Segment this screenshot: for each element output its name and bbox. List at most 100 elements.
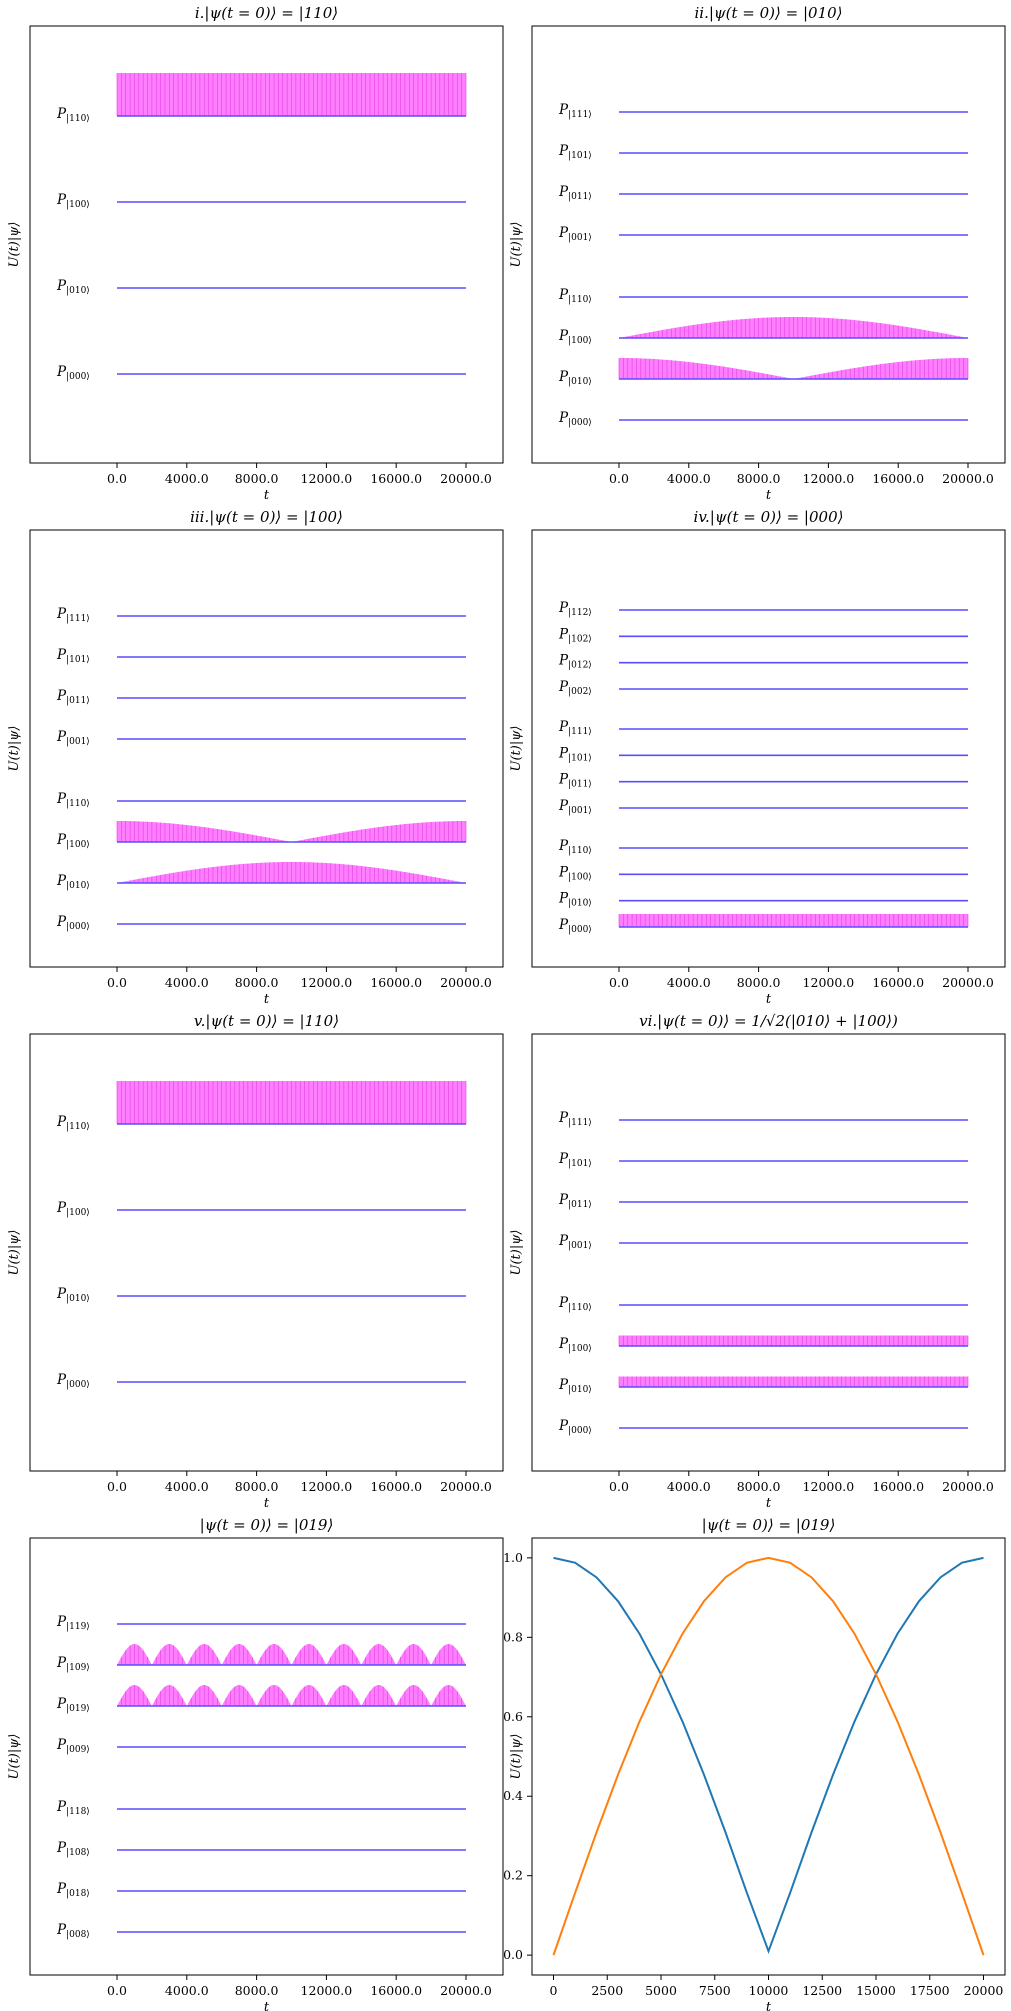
level-label-p: P: [56, 1372, 67, 1388]
level-label-p: P: [558, 891, 569, 907]
y-axis-label: U(t)|ψ⟩: [509, 222, 524, 268]
level-label-state: |102⟩: [568, 634, 592, 644]
level-label: P|109⟩: [56, 1655, 90, 1673]
x-tick-label: 8000.0: [737, 471, 781, 486]
level-label: P|101⟩: [558, 143, 592, 161]
population-stripes: [623, 317, 964, 338]
level-label: P|000⟩: [56, 1372, 90, 1390]
y-tick-label: 1.0: [503, 1550, 523, 1565]
population-stripes: [618, 358, 969, 379]
level-row: P|110⟩: [56, 1081, 467, 1132]
level-label-state: |100⟩: [66, 1208, 90, 1218]
level-label-p: P: [558, 745, 569, 761]
level-label: P|000⟩: [56, 914, 90, 932]
level-label-p: P: [558, 679, 569, 695]
level-label-state: |111⟩: [568, 1118, 592, 1128]
x-tick-label: 16000.0: [370, 1479, 422, 1494]
y-axis-label: U(t)|ψ⟩: [7, 222, 22, 268]
subplot-title: ii.|ψ(t = 0)⟩ = |010⟩: [694, 4, 842, 22]
level-label: P|000⟩: [558, 917, 592, 935]
level-label-state: |010⟩: [568, 1385, 592, 1395]
level-label-state: |101⟩: [66, 655, 90, 665]
level-row: P|000⟩: [558, 1418, 968, 1436]
level-label-p: P: [56, 1696, 67, 1712]
x-tick-label: 8000.0: [235, 1983, 279, 1998]
level-row: P|111⟩: [558, 1110, 968, 1128]
level-row: P|100⟩: [56, 1200, 466, 1218]
y-tick-label: 0.2: [503, 1868, 523, 1883]
level-label-state: |000⟩: [66, 922, 90, 932]
series-line-1: [553, 1556, 984, 1955]
level-label: P|110⟩: [56, 1114, 90, 1132]
x-tick-label: 12000.0: [301, 1983, 353, 1998]
level-label-p: P: [558, 369, 569, 385]
level-label-p: P: [56, 647, 67, 663]
population-stripes: [618, 1376, 969, 1387]
level-label: P|001⟩: [558, 225, 592, 243]
level-row: P|100⟩: [558, 864, 968, 882]
y-axis-label: U(t)|ψ⟩: [7, 726, 22, 772]
level-label: P|111⟩: [558, 719, 592, 737]
level-label-state: |012⟩: [568, 661, 592, 671]
level-label: P|010⟩: [558, 369, 592, 387]
y-axis-label: U(t)|ψ⟩: [7, 1230, 22, 1276]
level-label: P|100⟩: [56, 192, 90, 210]
level-label-state: |011⟩: [66, 696, 90, 706]
level-row: P|000⟩: [558, 410, 968, 428]
level-label: P|100⟩: [558, 328, 592, 346]
level-label-p: P: [56, 192, 67, 208]
level-label-state: |110⟩: [568, 295, 592, 305]
x-tick-label: 12500: [802, 1983, 842, 1998]
subplot-8: |ψ(t = 0)⟩ = |019⟩ U(t)|ψ⟩ t 0 2500 5000 7500 1…: [503, 1516, 1006, 2011]
x-tick-label: 4000.0: [667, 975, 711, 990]
level-label: P|100⟩: [558, 864, 592, 882]
level-label: P|010⟩: [558, 891, 592, 909]
subplot-6: vi.|ψ(t = 0)⟩ = 1/√2(|010⟩ + |100⟩) U(t)|…: [509, 1012, 1006, 1511]
population-stripes: [116, 73, 467, 116]
x-tick-label: 12000.0: [803, 471, 855, 486]
subplot-2: ii.|ψ(t = 0)⟩ = |010⟩ U(t)|ψ⟩ t 0.0 4000.0 80…: [509, 4, 1006, 503]
level-label: P|108⟩: [56, 1840, 90, 1858]
level-label-state: |000⟩: [66, 372, 90, 382]
level-label-p: P: [56, 1114, 67, 1130]
level-label-p: P: [558, 864, 569, 880]
level-label-p: P: [558, 102, 569, 118]
level-label-p: P: [558, 225, 569, 241]
x-tick-label: 4000.0: [165, 1983, 209, 1998]
subplot-title: vi.|ψ(t = 0)⟩ = 1/√2(|010⟩ + |100⟩): [639, 1012, 898, 1030]
x-tick-label: 0: [550, 1983, 558, 1998]
level-label-state: |011⟩: [568, 780, 592, 790]
level-label-state: |008⟩: [66, 1930, 90, 1940]
level-label: P|002⟩: [558, 679, 592, 697]
level-label-p: P: [558, 1295, 569, 1311]
x-tick-label: 4000.0: [667, 471, 711, 486]
level-row: P|010⟩: [558, 891, 968, 909]
level-label-p: P: [558, 1151, 569, 1167]
level-label-p: P: [558, 1377, 569, 1393]
level-label: P|008⟩: [56, 1922, 90, 1940]
x-tick-label: 7500: [699, 1983, 731, 1998]
level-label: P|110⟩: [558, 287, 592, 305]
level-row: P|110⟩: [558, 838, 968, 856]
level-label-state: |002⟩: [568, 687, 592, 697]
level-row: P|002⟩: [558, 679, 968, 697]
x-tick-label: 16000.0: [872, 975, 924, 990]
level-label: P|101⟩: [558, 745, 592, 763]
subplot-title: v.|ψ(t = 0)⟩ = |110⟩: [194, 1012, 339, 1030]
level-label: P|000⟩: [558, 410, 592, 428]
level-label: P|001⟩: [558, 798, 592, 816]
level-row: P|110⟩: [558, 1295, 968, 1313]
level-label-p: P: [56, 832, 67, 848]
population-stripes: [121, 1644, 462, 1665]
level-label: P|001⟩: [56, 729, 90, 747]
level-label: P|110⟩: [56, 791, 90, 809]
level-label-p: P: [558, 772, 569, 788]
x-tick-label: 4000.0: [165, 1479, 209, 1494]
level-label: P|011⟩: [558, 184, 592, 202]
level-row: P|111⟩: [558, 102, 968, 120]
x-tick-label: 0.0: [107, 975, 127, 990]
level-label-p: P: [56, 1737, 67, 1753]
x-tick-label: 20000.0: [942, 471, 994, 486]
level-label-state: |011⟩: [568, 192, 592, 202]
level-label-p: P: [56, 1614, 67, 1630]
